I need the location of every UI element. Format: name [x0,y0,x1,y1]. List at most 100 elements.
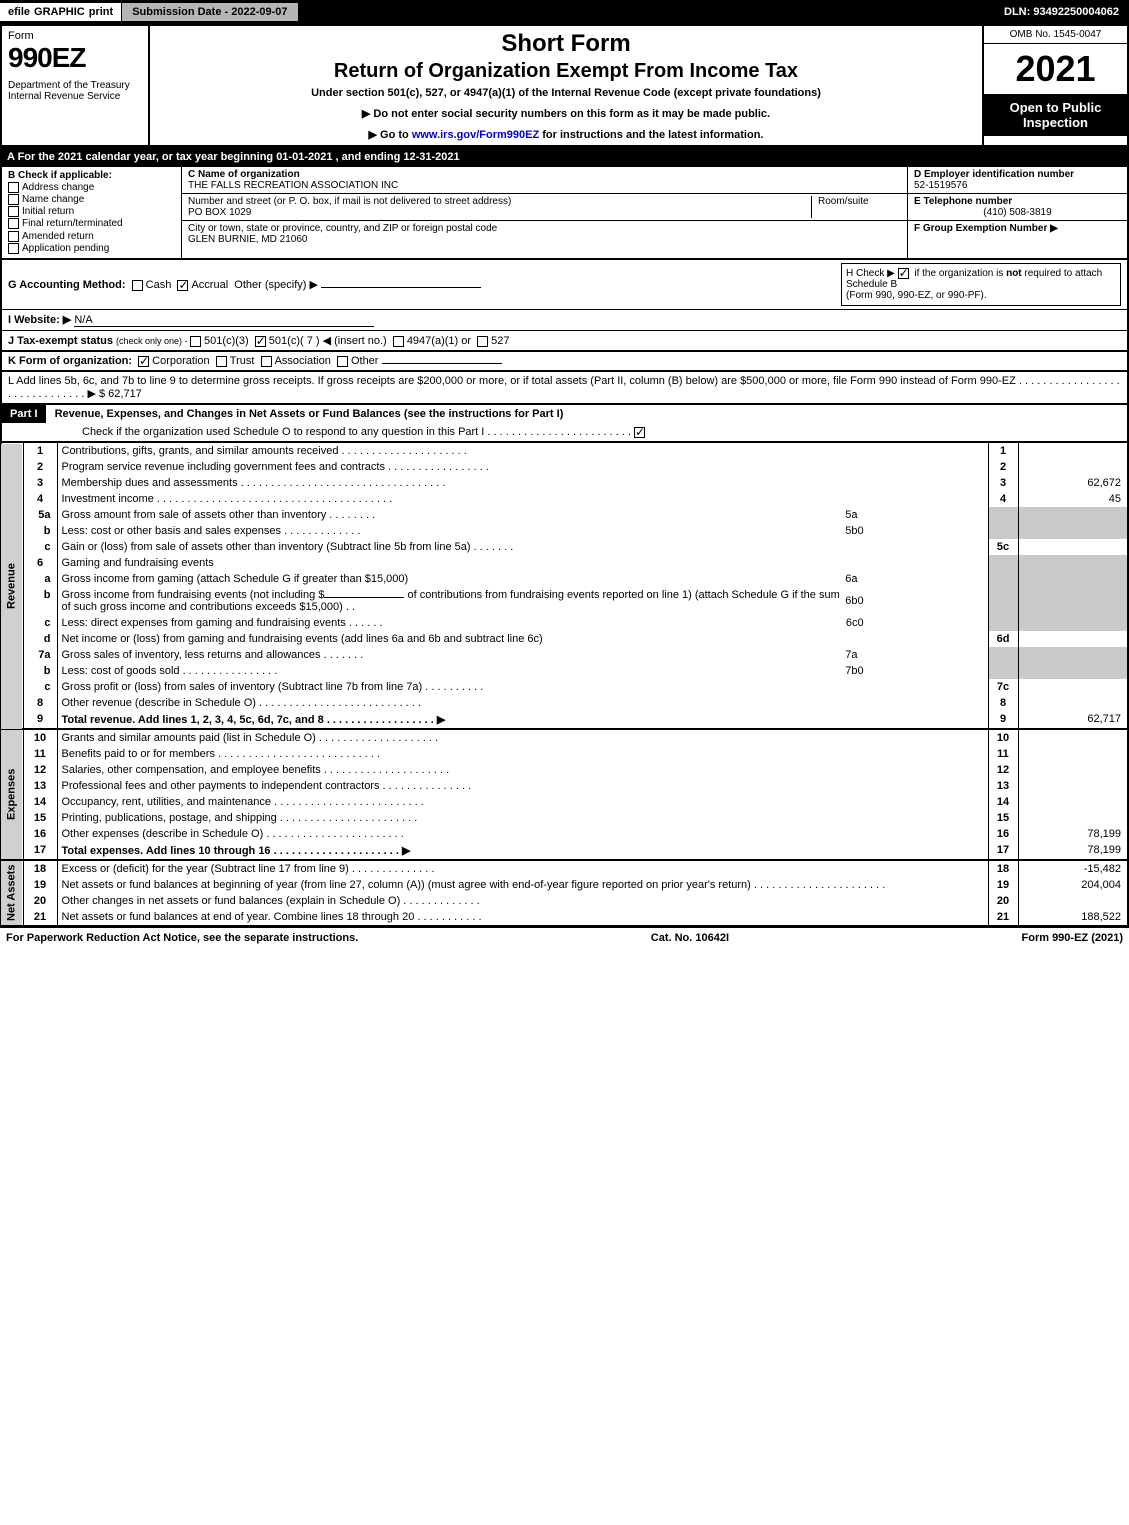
box-6d: 6d [988,631,1018,647]
subdate-value: 2022-09-07 [231,6,287,18]
box-8: 8 [988,695,1018,711]
box-14: 14 [988,794,1018,810]
col-b: B Check if applicable: Address change Na… [2,167,182,258]
val-4: 45 [1018,491,1128,507]
i-val: N/A [74,314,374,327]
header-left: Form 990EZ Department of the Treasury In… [2,26,150,145]
tel-lbl: E Telephone number [914,196,1121,207]
k-corp[interactable]: Corporation [152,355,209,367]
g-other[interactable]: Other (specify) ▶ [234,279,318,291]
footer: For Paperwork Reduction Act Notice, see … [0,927,1129,948]
irs-link[interactable]: www.irs.gov/Form990EZ [412,129,539,141]
k-assoc[interactable]: Association [275,355,331,367]
chk-amend[interactable]: Amended return [8,231,175,242]
tel-row: E Telephone number (410) 508-3819 [908,194,1127,221]
grp-lbl: F Group Exemption Number ▶ [914,223,1121,234]
box-11: 11 [988,746,1018,762]
box-5c: 5c [988,539,1018,555]
row-i: I Website: ▶ N/A [0,309,1129,330]
footer-mid: Cat. No. 10642I [651,932,729,944]
val-16: 78,199 [1018,826,1128,842]
line-6c: Less: direct expenses from gaming and fu… [57,615,988,631]
h-box: H Check ▶ if the organization is not req… [841,263,1121,306]
c-street-row: Number and street (or P. O. box, if mail… [182,194,907,221]
g-cash[interactable]: Cash [146,279,172,291]
box-18: 18 [988,860,1018,877]
val-19: 204,004 [1018,877,1128,893]
b-label: B Check if applicable: [8,170,175,181]
j-d[interactable]: 527 [491,335,509,347]
val-18: -15,482 [1018,860,1128,877]
line-2: Program service revenue including govern… [57,459,988,475]
chk-app[interactable]: Application pending [8,243,175,254]
part1-label: Part I [2,405,46,423]
dln: DLN: 93492250004062 [994,3,1129,21]
line-7b: Less: cost of goods sold . . . . . . . .… [57,663,988,679]
line-6a: Gross income from gaming (attach Schedul… [57,571,988,587]
box-2: 2 [988,459,1018,475]
line-6: Gaming and fundraising events [57,555,988,571]
go-to: ▶ Go to www.irs.gov/Form990EZ for instru… [160,128,972,141]
ssn-note: ▶ Do not enter social security numbers o… [160,107,972,120]
part1-chk[interactable] [634,427,645,438]
ein-val: 52-1519576 [914,180,1121,191]
part1-header: Part I Revenue, Expenses, and Changes in… [0,405,1129,443]
line-1: Contributions, gifts, grants, and simila… [57,443,988,459]
dln-label: DLN: [1004,6,1033,18]
graphic-label[interactable]: GRAPHIC [34,6,85,18]
col-d: D Employer identification number 52-1519… [907,167,1127,258]
g-accrual[interactable]: Accrual [191,279,228,291]
efile-section: efile GRAPHIC print [0,3,121,21]
col-c: C Name of organization THE FALLS RECREAT… [182,167,907,258]
chk-final[interactable]: Final return/terminated [8,218,175,229]
line-5b: Less: cost or other basis and sales expe… [57,523,988,539]
form-word: Form [8,30,142,42]
val-1 [1018,443,1128,459]
n1: 1 [23,443,57,459]
val-17: 78,199 [1018,842,1128,860]
box-1: 1 [988,443,1018,459]
tel-val: (410) 508-3819 [914,207,1121,218]
j-a[interactable]: 501(c)(3) [204,335,249,347]
h-t1: H Check ▶ [846,268,898,279]
ein-lbl: D Employer identification number [914,169,1121,180]
line-21: Net assets or fund balances at end of ye… [57,909,988,926]
box-13: 13 [988,778,1018,794]
h-check[interactable] [898,268,909,279]
j-c[interactable]: 4947(a)(1) or [407,335,471,347]
j-b[interactable]: 501(c)( 7 ) ◀ (insert no.) [269,335,387,347]
subdate-label: Submission Date - [132,6,231,18]
line-17: Total expenses. Add lines 10 through 16 … [57,842,988,860]
box-15: 15 [988,810,1018,826]
k-other[interactable]: Other [351,355,379,367]
k-label: K Form of organization: [8,355,132,367]
footer-left: For Paperwork Reduction Act Notice, see … [6,932,358,944]
box-16: 16 [988,826,1018,842]
box-10: 10 [988,729,1018,746]
chk-name[interactable]: Name change [8,194,175,205]
k-trust[interactable]: Trust [230,355,255,367]
h-t4: (Form 990, 990-EZ, or 990-PF). [846,290,987,301]
line-16: Other expenses (describe in Schedule O) … [57,826,988,842]
print-link[interactable]: print [89,6,113,18]
part1-title: Revenue, Expenses, and Changes in Net As… [49,405,570,423]
box-9: 9 [988,711,1018,729]
h-not: not [1006,268,1022,279]
short-form: Short Form [160,30,972,58]
chk-addr[interactable]: Address change [8,182,175,193]
row-l: L Add lines 5b, 6c, and 7b to line 9 to … [0,371,1129,405]
row-j: J Tax-exempt status (check only one) - 5… [0,330,1129,350]
line-4: Investment income . . . . . . . . . . . … [57,491,988,507]
val-9: 62,717 [1018,711,1128,729]
under-section: Under section 501(c), 527, or 4947(a)(1)… [160,87,972,99]
line-9: Total revenue. Add lines 1, 2, 3, 4, 5c,… [57,711,988,729]
department: Department of the Treasury Internal Reve… [8,80,142,102]
form-number: 990EZ [8,42,142,74]
footer-right: Form 990-EZ (2021) [1022,932,1124,944]
chk-init[interactable]: Initial return [8,206,175,217]
ein-row: D Employer identification number 52-1519… [908,167,1127,194]
line-14: Occupancy, rent, utilities, and maintena… [57,794,988,810]
line-3: Membership dues and assessments . . . . … [57,475,988,491]
line-10: Grants and similar amounts paid (list in… [57,729,988,746]
section-bcd: B Check if applicable: Address change Na… [0,167,1129,258]
